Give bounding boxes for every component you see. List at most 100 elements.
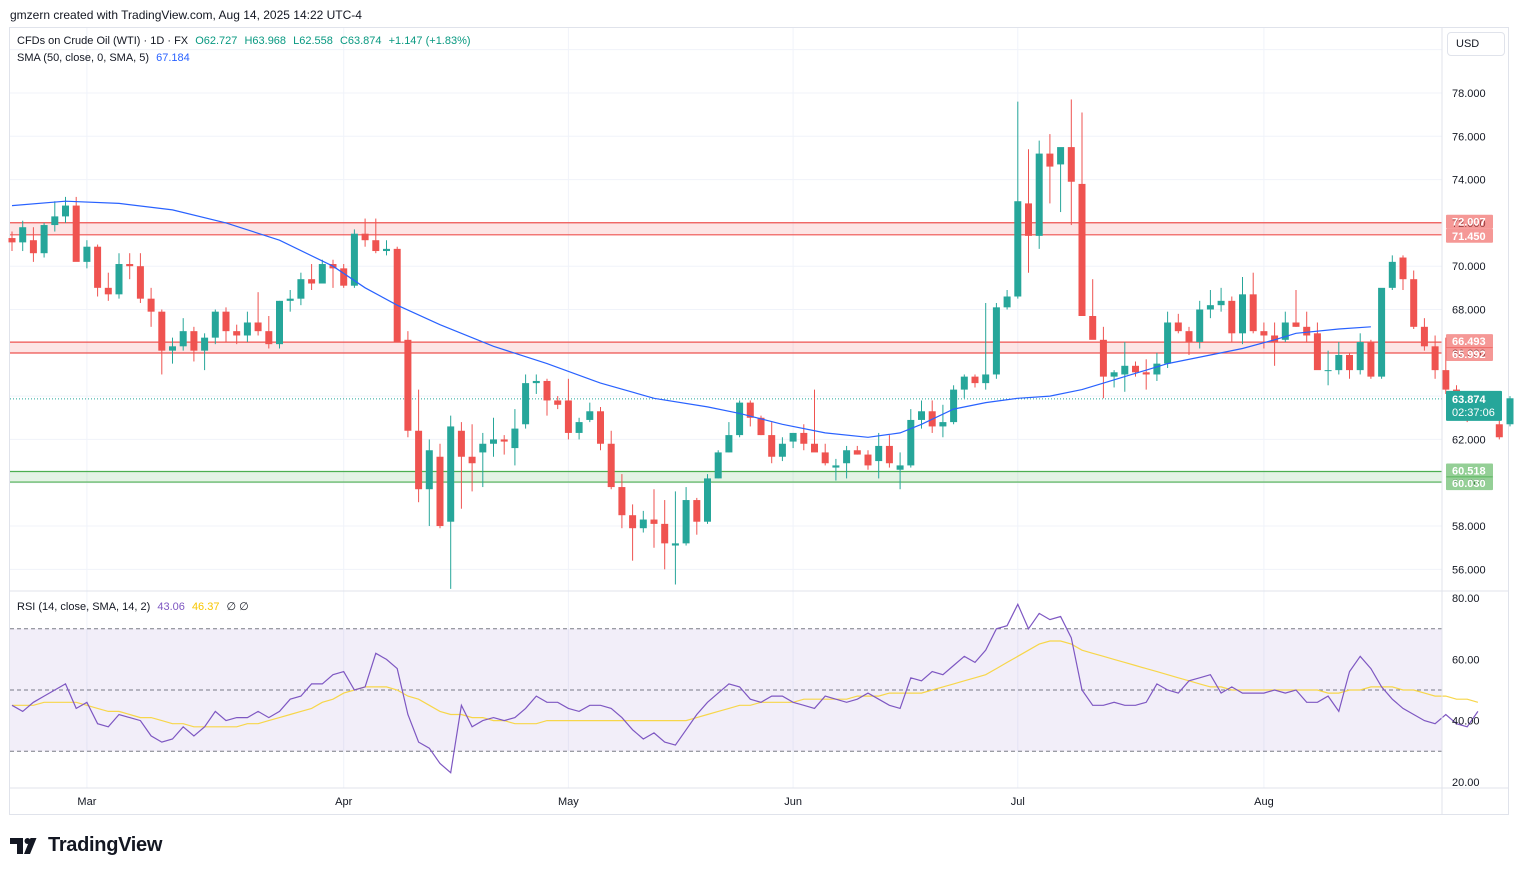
candle-body (629, 515, 637, 529)
candle (1260, 322, 1268, 349)
symbol-label[interactable]: CFDs on Crude Oil (WTI) · 1D · FX (17, 35, 189, 47)
candle (1089, 279, 1097, 340)
candle-body (682, 500, 690, 544)
candle (704, 474, 711, 524)
candle-body (276, 300, 283, 345)
candle (607, 430, 615, 490)
candle (522, 374, 530, 429)
candle-body (992, 307, 1000, 375)
candle (425, 439, 433, 527)
candle (169, 337, 176, 364)
candle (1014, 101, 1022, 299)
candle-body (51, 216, 59, 226)
price-axis-tick-label: 78.000 (1452, 88, 1486, 100)
rsi-label[interactable]: RSI (14, close, SMA, 14, 2) (17, 601, 151, 613)
candle (1228, 296, 1236, 342)
candle-body (372, 240, 380, 252)
candle-body (308, 279, 316, 284)
candle-body (939, 422, 947, 427)
candle-body (757, 417, 765, 436)
candle-body (1431, 346, 1439, 371)
candle-body (1099, 339, 1107, 377)
band-fill (10, 342, 1442, 353)
candle-body (1174, 322, 1182, 332)
candle-body (169, 346, 176, 351)
candle (1324, 350, 1332, 386)
candle-body (1014, 201, 1022, 297)
candle-body (1292, 322, 1300, 327)
candle-body (425, 450, 433, 490)
candle (340, 264, 348, 288)
candle-body (1003, 296, 1011, 308)
candle-body (736, 402, 744, 436)
candle-body (393, 248, 401, 342)
candle (1046, 134, 1054, 204)
candle (597, 406, 604, 451)
candle-body (8, 238, 16, 243)
currency-button[interactable]: USD (1447, 32, 1505, 56)
candle (939, 404, 947, 438)
candle-body (1324, 370, 1332, 372)
candle-body (500, 439, 508, 442)
candle-body (29, 240, 37, 254)
candle-body (661, 523, 669, 544)
candle (361, 218, 369, 247)
candle (960, 374, 968, 399)
time-axis-tick-label: Jun (784, 796, 802, 808)
candle (639, 510, 647, 533)
candle (457, 422, 465, 509)
candle-body (383, 248, 390, 252)
candle-body (1206, 305, 1214, 310)
candle (136, 253, 144, 304)
candle-body (126, 264, 134, 267)
candle (1078, 112, 1086, 316)
high-value: H63.968 (244, 35, 287, 47)
candle (179, 318, 187, 351)
candle-body (607, 443, 615, 488)
candle-body (1121, 365, 1129, 375)
candle (864, 450, 872, 470)
candle-body (746, 402, 754, 418)
candle (971, 374, 979, 388)
candle-body (158, 311, 166, 351)
candle (468, 424, 476, 492)
candle-body (971, 376, 979, 384)
candle (1378, 287, 1386, 379)
candle-body (597, 411, 604, 444)
candle (1196, 300, 1204, 349)
sma-series (11, 200, 1371, 438)
time-axis-tick-label: Aug (1254, 796, 1274, 808)
candle-body (725, 435, 733, 453)
candle (1132, 361, 1139, 377)
candle-body (1025, 203, 1032, 236)
candle-body (1388, 261, 1396, 288)
candle-body (896, 465, 904, 470)
candle-body (254, 322, 262, 332)
candle-body (1196, 309, 1204, 342)
rsi-pane (10, 602, 1479, 774)
candle (158, 309, 166, 375)
candle (1249, 272, 1257, 334)
candle (575, 417, 583, 440)
candle-body (265, 331, 273, 345)
candle-body (671, 543, 679, 546)
candle-body (1249, 294, 1257, 332)
candle-body (1281, 322, 1289, 340)
candle-body (1335, 354, 1343, 371)
candle-body (982, 374, 990, 384)
candle-body (522, 383, 530, 425)
sma-label[interactable]: SMA (50, close, 0, SMA, 5) (17, 52, 150, 64)
candle-body (1271, 335, 1279, 342)
band-price-label: 60.518 (1452, 466, 1486, 478)
candle-body (618, 487, 626, 516)
rsi-axis-tick-label: 40.00 (1452, 716, 1480, 728)
candle (29, 227, 37, 262)
price-axis-tick-label: 70.000 (1452, 261, 1486, 273)
candle (350, 229, 358, 288)
candle-body (1346, 354, 1353, 371)
candle-body (832, 465, 840, 468)
candle (1506, 396, 1514, 427)
band-price-label: 65.992 (1452, 349, 1486, 361)
candle-body (885, 445, 893, 464)
